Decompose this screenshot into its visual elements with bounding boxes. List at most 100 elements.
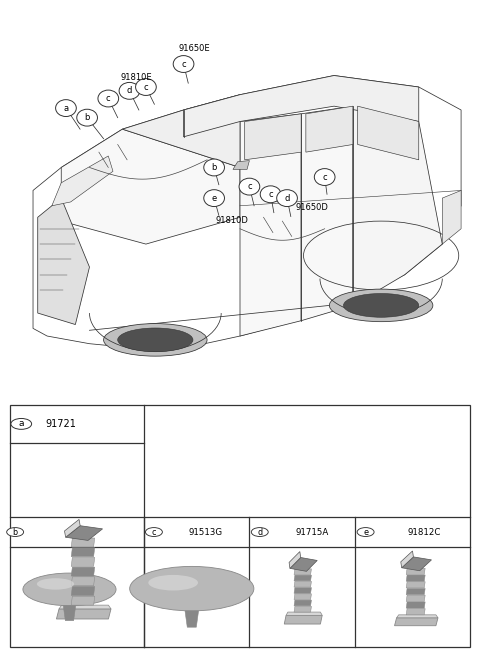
Polygon shape [406,602,425,608]
Polygon shape [401,551,413,568]
Polygon shape [290,558,317,571]
Polygon shape [183,75,419,137]
Text: 91650E: 91650E [179,45,210,53]
Circle shape [119,83,140,99]
Text: d: d [284,194,290,203]
Text: 91721: 91721 [46,419,77,429]
Polygon shape [294,606,312,612]
Text: 91715A: 91715A [295,527,328,537]
Text: e: e [363,527,368,537]
Text: c: c [268,190,273,199]
Polygon shape [185,611,199,627]
Text: b: b [84,113,90,122]
Polygon shape [52,156,113,206]
Polygon shape [284,615,322,624]
Polygon shape [406,609,425,615]
Polygon shape [301,106,353,321]
Ellipse shape [148,575,198,590]
Text: d: d [257,527,262,537]
Polygon shape [71,548,95,557]
Circle shape [314,169,335,186]
Polygon shape [358,106,419,160]
Polygon shape [294,594,312,600]
Polygon shape [66,525,103,541]
Polygon shape [294,581,312,587]
Text: 91513G: 91513G [189,527,223,537]
FancyBboxPatch shape [10,405,470,647]
Polygon shape [306,106,353,152]
Circle shape [135,79,156,95]
Polygon shape [406,568,425,575]
Polygon shape [63,605,76,621]
Polygon shape [71,586,95,596]
Polygon shape [402,557,432,571]
Ellipse shape [37,578,74,590]
Ellipse shape [344,293,419,318]
Ellipse shape [130,566,254,611]
Polygon shape [64,520,80,537]
Circle shape [98,90,119,107]
Circle shape [252,527,268,537]
Polygon shape [442,190,461,244]
Polygon shape [233,161,250,169]
Polygon shape [294,575,312,581]
Polygon shape [406,575,425,581]
Polygon shape [245,114,301,160]
Polygon shape [71,596,95,605]
Polygon shape [396,615,438,618]
Circle shape [239,178,260,195]
Polygon shape [240,114,301,336]
Polygon shape [406,582,425,588]
Circle shape [173,56,194,72]
Text: a: a [63,104,69,113]
Polygon shape [33,75,461,352]
Circle shape [204,159,225,176]
Circle shape [11,419,32,429]
Text: b: b [12,527,18,537]
Polygon shape [353,106,442,306]
Circle shape [7,527,24,537]
Text: e: e [212,194,217,203]
Polygon shape [57,609,111,619]
Text: 91810D: 91810D [216,216,249,225]
Polygon shape [71,538,95,547]
Polygon shape [406,595,425,602]
Polygon shape [294,588,312,593]
Text: c: c [106,94,110,103]
Polygon shape [61,129,240,244]
Text: c: c [152,527,156,537]
Circle shape [276,190,298,207]
Ellipse shape [118,328,193,352]
Text: c: c [323,173,327,182]
Polygon shape [71,577,95,586]
Polygon shape [395,618,438,626]
Polygon shape [294,569,312,575]
Polygon shape [289,552,300,568]
Text: c: c [247,182,252,191]
Circle shape [357,527,374,537]
Text: 91668: 91668 [70,527,97,537]
Text: c: c [144,83,148,92]
Polygon shape [406,588,425,595]
Text: 91812C: 91812C [408,527,441,537]
Polygon shape [71,558,95,566]
Text: 91650D: 91650D [296,203,328,211]
Text: 91810E: 91810E [120,73,152,83]
Polygon shape [59,605,111,609]
Circle shape [204,190,225,207]
Text: a: a [19,419,24,428]
Ellipse shape [76,577,100,602]
Text: c: c [181,60,186,68]
Circle shape [77,110,97,126]
Circle shape [260,186,281,203]
Ellipse shape [104,323,207,356]
Circle shape [145,527,162,537]
Polygon shape [286,612,322,615]
Polygon shape [38,198,89,325]
Text: d: d [127,87,132,95]
Text: b: b [212,163,217,172]
Circle shape [56,100,76,117]
Ellipse shape [23,573,116,605]
Polygon shape [71,567,95,576]
Polygon shape [294,600,312,606]
